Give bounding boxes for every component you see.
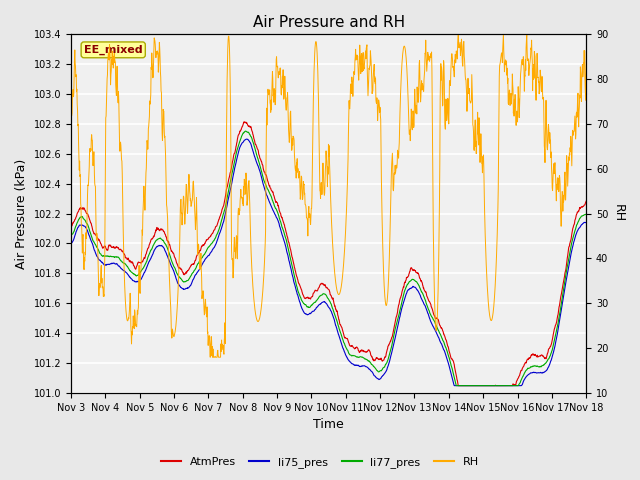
Y-axis label: Air Pressure (kPa): Air Pressure (kPa) [15,158,28,269]
Y-axis label: RH: RH [612,204,625,223]
Text: EE_mixed: EE_mixed [84,45,143,55]
X-axis label: Time: Time [313,419,344,432]
Legend: AtmPres, li75_pres, li77_pres, RH: AtmPres, li75_pres, li77_pres, RH [157,452,483,472]
Title: Air Pressure and RH: Air Pressure and RH [253,15,404,30]
